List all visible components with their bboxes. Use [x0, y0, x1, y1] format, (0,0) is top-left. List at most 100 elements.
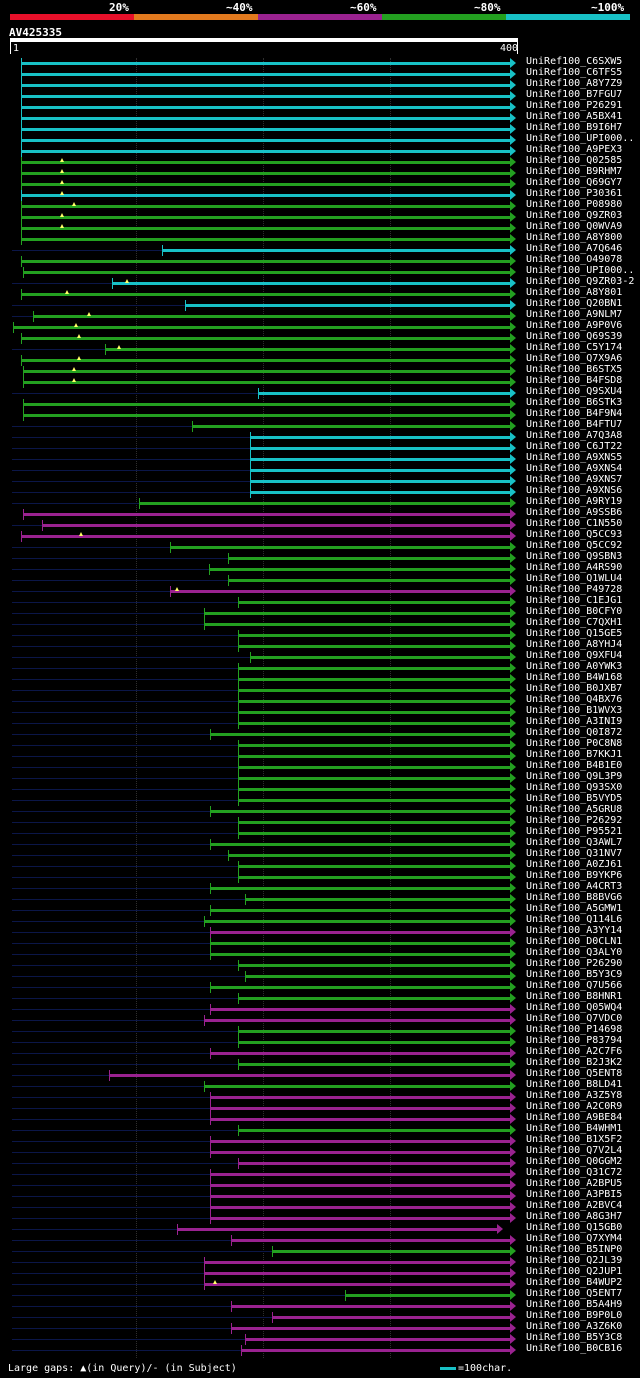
hit-label[interactable]: UniRef100_B1X5F2	[526, 1134, 623, 1145]
hit-label[interactable]: UniRef100_C1N550	[526, 518, 623, 529]
hit-bar[interactable]	[20, 150, 511, 153]
hit-row[interactable]: UniRef100_B6STK3	[0, 397, 640, 410]
hit-label[interactable]: UniRef100_Q3AWL7	[526, 837, 623, 848]
hit-row[interactable]: UniRef100_P49728	[0, 584, 640, 597]
hit-bar[interactable]	[237, 689, 511, 692]
hit-bar[interactable]	[250, 491, 511, 494]
hit-bar[interactable]	[209, 953, 511, 956]
hit-label[interactable]: UniRef100_P26290	[526, 958, 623, 969]
hit-bar[interactable]	[20, 139, 511, 142]
hit-bar[interactable]	[209, 1217, 511, 1220]
hit-label[interactable]: UniRef100_A9P0V6	[526, 320, 623, 331]
hit-bar[interactable]	[237, 832, 511, 835]
hit-label[interactable]: UniRef100_A9PEX3	[526, 144, 623, 155]
hit-label[interactable]: UniRef100_B9I6H7	[526, 122, 623, 133]
hit-bar[interactable]	[237, 997, 511, 1000]
hit-bar[interactable]	[209, 1052, 511, 1055]
hit-row[interactable]: UniRef100_Q7XYM4	[0, 1233, 640, 1246]
hit-row[interactable]: UniRef100_Q114L6	[0, 914, 640, 927]
hit-bar[interactable]	[23, 381, 511, 384]
hit-bar[interactable]	[109, 1074, 511, 1077]
hit-row[interactable]: UniRef100_B9I6H7	[0, 122, 640, 135]
hit-label[interactable]: UniRef100_Q69S39	[526, 331, 623, 342]
hit-bar[interactable]	[237, 711, 511, 714]
hit-label[interactable]: UniRef100_Q31C72	[526, 1167, 623, 1178]
hit-row[interactable]: UniRef100_C7QXH1	[0, 617, 640, 630]
hit-bar[interactable]	[20, 337, 511, 340]
hit-row[interactable]: UniRef100_A5GMW1	[0, 903, 640, 916]
hit-bar[interactable]	[237, 700, 511, 703]
hit-row[interactable]: UniRef100_A8Y801	[0, 287, 640, 300]
hit-row[interactable]: UniRef100_Q31C72	[0, 1167, 640, 1180]
hit-bar[interactable]	[20, 95, 511, 98]
hit-label[interactable]: UniRef100_Q0I872	[526, 727, 623, 738]
hit-row[interactable]: UniRef100_B6STX5	[0, 364, 640, 377]
hit-label[interactable]: UniRef100_P95521	[526, 826, 623, 837]
hit-bar[interactable]	[237, 744, 511, 747]
hit-bar[interactable]	[203, 1272, 511, 1275]
hit-bar[interactable]	[209, 1184, 511, 1187]
hit-row[interactable]: UniRef100_Q5CC93	[0, 529, 640, 542]
hit-label[interactable]: UniRef100_Q9SBN3	[526, 551, 623, 562]
hit-bar[interactable]	[20, 128, 511, 131]
hit-label[interactable]: UniRef100_Q3ALY0	[526, 947, 623, 958]
hit-row[interactable]: UniRef100_P08980	[0, 199, 640, 212]
hit-row[interactable]: UniRef100_B5VYD5	[0, 793, 640, 806]
hit-label[interactable]: UniRef100_Q4BX76	[526, 694, 623, 705]
hit-bar[interactable]	[111, 282, 511, 285]
hit-label[interactable]: UniRef100_Q9ZR03-2	[526, 276, 635, 287]
hit-row[interactable]: UniRef100_B4F9N4	[0, 408, 640, 421]
hit-row[interactable]: UniRef100_Q69S39	[0, 331, 640, 344]
hit-bar[interactable]	[20, 183, 511, 186]
hit-row[interactable]: UniRef100_A9PEX3	[0, 144, 640, 157]
hit-bar[interactable]	[245, 898, 511, 901]
hit-row[interactable]: UniRef100_Q7VDC0	[0, 1013, 640, 1026]
hit-row[interactable]: UniRef100_B0CFY0	[0, 606, 640, 619]
hit-label[interactable]: UniRef100_B8BVG6	[526, 892, 623, 903]
hit-label[interactable]: UniRef100_A9XNS7	[526, 474, 623, 485]
hit-bar[interactable]	[237, 1162, 511, 1165]
hit-label[interactable]: UniRef100_A0YWK3	[526, 661, 623, 672]
hit-label[interactable]: UniRef100_A9SSB6	[526, 507, 623, 518]
hit-label[interactable]: UniRef100_B2J3K2	[526, 1057, 623, 1068]
hit-bar[interactable]	[20, 227, 511, 230]
hit-label[interactable]: UniRef100_P08980	[526, 199, 623, 210]
hit-row[interactable]: UniRef100_Q0I872	[0, 727, 640, 740]
hit-row[interactable]: UniRef100_P26292	[0, 815, 640, 828]
hit-row[interactable]: UniRef100_C6TFS5	[0, 67, 640, 80]
hit-bar[interactable]	[237, 634, 511, 637]
hit-label[interactable]: UniRef100_B0CB16	[526, 1343, 623, 1354]
hit-row[interactable]: UniRef100_B4WUP2	[0, 1277, 640, 1290]
hit-row[interactable]: UniRef100_B5Y3C9	[0, 969, 640, 982]
hit-bar[interactable]	[250, 480, 511, 483]
hit-row[interactable]: UniRef100_A9XNS7	[0, 474, 640, 487]
hit-bar[interactable]	[250, 436, 511, 439]
hit-label[interactable]: UniRef100_Q7VDC0	[526, 1013, 623, 1024]
hit-label[interactable]: UniRef100_A3YY14	[526, 925, 623, 936]
hit-row[interactable]: UniRef100_A0ZJ61	[0, 859, 640, 872]
hit-label[interactable]: UniRef100_P0C8N8	[526, 738, 623, 749]
hit-label[interactable]: UniRef100_Q9XFU4	[526, 650, 623, 661]
hit-row[interactable]: UniRef100_Q02585	[0, 155, 640, 168]
hit-bar[interactable]	[237, 722, 511, 725]
hit-label[interactable]: UniRef100_C6SXW5	[526, 56, 623, 67]
hit-bar[interactable]	[209, 1151, 511, 1154]
hit-bar[interactable]	[20, 62, 511, 65]
hit-row[interactable]: UniRef100_A8Y7Z9	[0, 78, 640, 91]
hit-row[interactable]: UniRef100_Q31NV7	[0, 848, 640, 861]
hit-bar[interactable]	[209, 1206, 511, 1209]
hit-label[interactable]: UniRef100_A9BE84	[526, 1112, 623, 1123]
hit-bar[interactable]	[20, 216, 511, 219]
hit-bar[interactable]	[23, 414, 511, 417]
hit-bar[interactable]	[20, 117, 511, 120]
hit-bar[interactable]	[23, 370, 511, 373]
hit-label[interactable]: UniRef100_Q05WQ4	[526, 1002, 623, 1013]
hit-row[interactable]: UniRef100_A9P0V6	[0, 320, 640, 333]
hit-bar[interactable]	[227, 557, 511, 560]
hit-row[interactable]: UniRef100_Q05WQ4	[0, 1002, 640, 1015]
hit-label[interactable]: UniRef100_A0ZJ61	[526, 859, 623, 870]
hit-bar[interactable]	[20, 293, 511, 296]
hit-bar[interactable]	[227, 579, 511, 582]
hit-bar[interactable]	[237, 865, 511, 868]
hit-bar[interactable]	[271, 1250, 511, 1253]
